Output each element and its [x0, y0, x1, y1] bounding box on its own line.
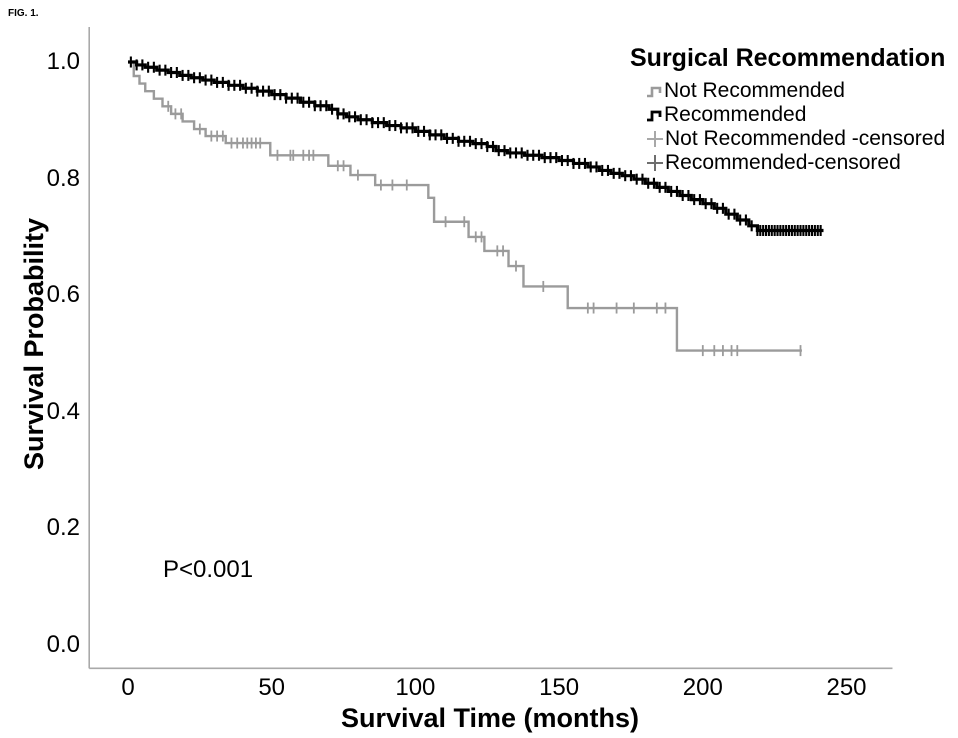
x-tick-label: 200 — [682, 674, 723, 701]
legend-item-not-recommended-censored: Not Recommended -censored — [646, 127, 955, 151]
y-tick-label: 0.2 — [46, 514, 80, 542]
y-tick-label: 1.0 — [46, 48, 80, 75]
legend-item-recommended: Recommended — [646, 103, 955, 127]
x-tick-label: 150 — [539, 674, 580, 701]
plus-mark-icon — [647, 131, 663, 147]
legend: Surgical Recommendation Not Recommended … — [630, 44, 955, 175]
figure-label: FIG. 1. — [8, 8, 39, 19]
x-axis-title: Survival Time (months) — [340, 703, 640, 733]
y-tick-label: 0.0 — [46, 631, 80, 658]
y-tick-label: 0.4 — [46, 397, 80, 425]
legend-title: Surgical Recommendation — [630, 44, 946, 72]
x-tick-label: 50 — [258, 674, 286, 701]
step-line-icon — [647, 110, 662, 121]
y-tick-label: 0.6 — [46, 281, 80, 309]
legend-item-label: Not Recommended -censored — [665, 127, 946, 150]
plus-mark-icon — [647, 155, 663, 171]
x-tick-label: 100 — [395, 674, 436, 701]
p-value-annotation: P<0.001 — [163, 556, 254, 583]
x-tick-label: 0 — [121, 674, 135, 701]
x-tick-label: 250 — [826, 674, 867, 701]
y-tick-label: 0.8 — [46, 164, 80, 192]
step-line-icon — [647, 86, 662, 97]
legend-item-label: Not Recommended — [664, 79, 845, 102]
km-curve-not-recommended — [128, 60, 802, 352]
legend-item-not-recommended: Not Recommended — [646, 79, 955, 103]
legend-item-label: Recommended — [664, 103, 807, 126]
legend-item-label: Recommended-censored — [665, 151, 901, 174]
legend-item-recommended-censored: Recommended-censored — [646, 151, 955, 175]
